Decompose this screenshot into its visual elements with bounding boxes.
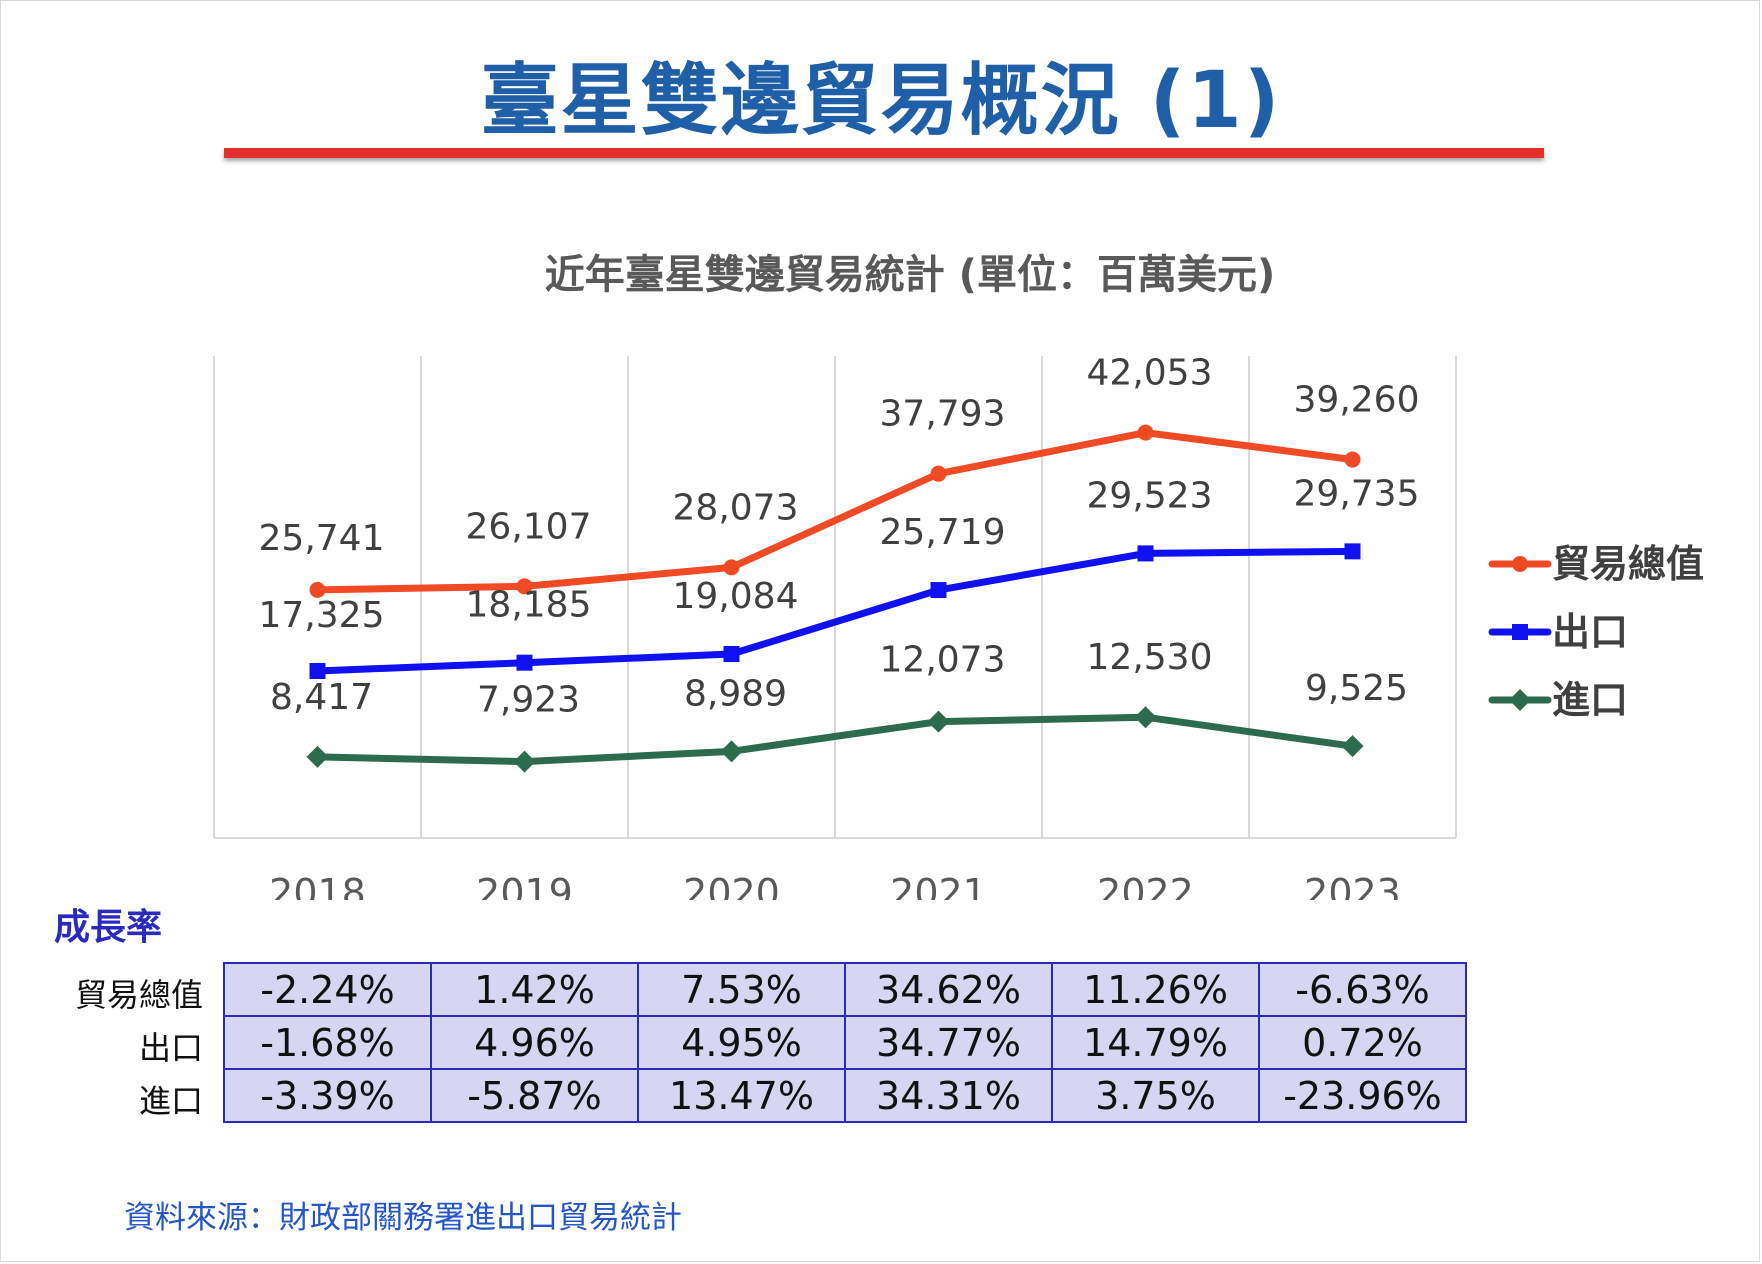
data-point: [927, 710, 950, 733]
x-tick-label: 2022: [1097, 871, 1194, 900]
data-point: [1344, 543, 1361, 560]
growth-cell: 0.72%: [1258, 1015, 1467, 1070]
growth-cell: 1.42%: [430, 962, 639, 1017]
data-point: [1512, 624, 1528, 640]
data-point: [309, 662, 326, 679]
growth-cell: 34.62%: [844, 962, 1053, 1017]
title-underline: [224, 148, 1544, 158]
data-point: [516, 578, 533, 595]
growth-cell: -2.24%: [223, 962, 432, 1017]
data-point: [309, 581, 326, 598]
growth-cell: 3.75%: [1051, 1068, 1260, 1123]
x-tick-label: 2021: [890, 871, 987, 900]
growth-heading: 成長率: [54, 907, 163, 948]
data-label: 8,417: [270, 677, 373, 718]
data-label: 28,073: [673, 487, 799, 528]
data-point: [723, 559, 740, 576]
growth-row-export: -1.68% 4.96% 4.95% 34.77% 14.79% 0.72%: [223, 1015, 1467, 1070]
x-tick-label: 2023: [1304, 871, 1401, 900]
series-lines: [306, 424, 1364, 773]
data-point: [1344, 451, 1361, 468]
source-note: 資料來源：財政部關務署進出口貿易統計: [124, 1200, 682, 1236]
series-line-1: [314, 429, 1356, 594]
growth-cell: -1.68%: [223, 1015, 432, 1070]
data-labels: 25,741 26,107 28,073 37,793 42,053 39,260 17,3…: [259, 353, 1420, 721]
data-label: 39,260: [1294, 380, 1420, 421]
data-point: [1137, 545, 1154, 562]
data-label: 29,735: [1294, 473, 1420, 514]
data-label: 12,530: [1087, 637, 1213, 678]
growth-cell: -5.87%: [430, 1068, 639, 1123]
legend-label: 貿易總值: [1552, 542, 1704, 586]
series-line-3: [314, 713, 1356, 766]
growth-cell: 34.31%: [844, 1068, 1053, 1123]
x-tick-label: 2020: [683, 871, 780, 900]
data-point: [930, 465, 947, 482]
x-tick-label: 2019: [476, 871, 573, 900]
growth-row-label-export: 出口: [138, 1029, 203, 1067]
growth-cell: 34.77%: [844, 1015, 1053, 1070]
growth-cell: 4.95%: [637, 1015, 846, 1070]
growth-cell: 14.79%: [1051, 1015, 1260, 1070]
x-tick-label: 2018: [269, 871, 366, 900]
data-label: 8,989: [684, 673, 787, 714]
growth-table: -2.24% 1.42% 7.53% 34.62% 11.26% -6.63% …: [223, 962, 1467, 1123]
data-point: [1509, 689, 1531, 711]
data-label: 17,325: [259, 595, 385, 636]
data-label: 7,923: [477, 680, 580, 721]
data-point: [516, 654, 533, 671]
data-point: [930, 582, 947, 599]
data-label: 25,719: [880, 512, 1006, 553]
growth-row-label-import: 進口: [138, 1082, 203, 1120]
data-point: [723, 646, 740, 663]
data-point: [1134, 706, 1157, 729]
legend-label: 進口: [1552, 678, 1628, 722]
growth-cell: 11.26%: [1051, 962, 1260, 1017]
data-label: 37,793: [880, 394, 1006, 435]
data-point: [513, 750, 536, 773]
growth-cell: -3.39%: [223, 1068, 432, 1123]
series-line-2: [314, 547, 1356, 675]
growth-row-total: -2.24% 1.42% 7.53% 34.62% 11.26% -6.63%: [223, 962, 1467, 1017]
chart-title: 近年臺星雙邊貿易統計 (單位：百萬美元): [545, 252, 1276, 298]
growth-row-label-total: 貿易總值: [74, 976, 203, 1014]
data-label: 42,053: [1087, 353, 1213, 394]
data-point: [306, 745, 329, 768]
x-axis-ticks: 2018 2019 2020 2021 2022 2023: [269, 871, 1401, 900]
data-point: [1341, 735, 1364, 758]
growth-cell: -6.63%: [1258, 962, 1467, 1017]
data-point: [1137, 424, 1154, 441]
data-label: 9,525: [1305, 668, 1408, 709]
growth-row-import: -3.39% -5.87% 13.47% 34.31% 3.75% -23.96…: [223, 1068, 1467, 1123]
data-label: 18,185: [466, 585, 592, 626]
data-label: 19,084: [673, 576, 799, 617]
gridlines: [213, 356, 1457, 839]
growth-cell: -23.96%: [1258, 1068, 1467, 1123]
growth-cell: 7.53%: [637, 962, 846, 1017]
growth-cell: 13.47%: [637, 1068, 846, 1123]
data-point: [720, 740, 743, 763]
page-title: 臺星雙邊貿易概況 (1): [480, 56, 1282, 146]
data-label: 26,107: [466, 506, 592, 547]
data-label: 29,523: [1087, 475, 1213, 516]
data-label: 12,073: [880, 640, 1006, 681]
legend-label: 出口: [1552, 610, 1628, 654]
data-label: 25,741: [259, 518, 385, 559]
line-chart: 近年臺星雙邊貿易統計 (單位：百萬美元) 25,741 26,107 28,073 3…: [213, 252, 1704, 900]
growth-cell: 4.96%: [430, 1015, 639, 1070]
data-point: [1512, 556, 1528, 572]
